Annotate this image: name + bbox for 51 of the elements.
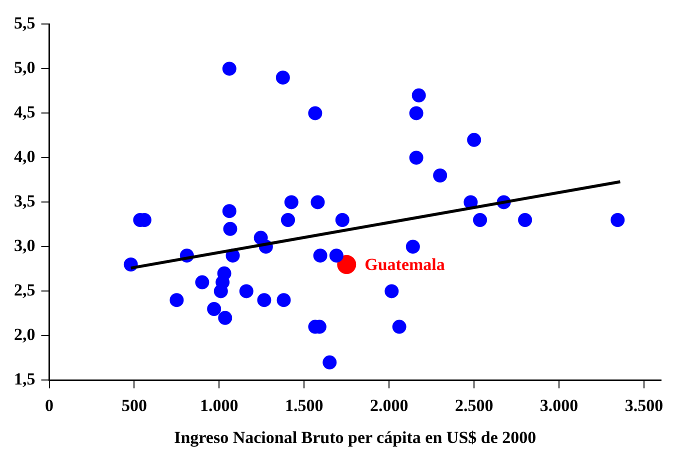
point — [222, 62, 236, 76]
point — [384, 284, 399, 298]
point — [313, 248, 328, 263]
point — [239, 284, 254, 298]
point — [409, 106, 424, 120]
x-tick-label: 3.500 — [624, 396, 664, 415]
point — [310, 195, 325, 210]
point — [329, 248, 344, 263]
point — [337, 255, 356, 274]
point — [222, 204, 236, 218]
point — [322, 355, 337, 370]
point — [281, 213, 296, 227]
y-tick-label: 3,5 — [14, 192, 36, 211]
point — [217, 266, 232, 280]
y-tick-label: 1,5 — [14, 370, 36, 389]
point — [392, 320, 406, 334]
point — [409, 150, 424, 165]
series-label: Guatemala — [364, 254, 446, 274]
point — [276, 70, 290, 85]
x-tick-label: 1.500 — [285, 396, 324, 415]
x-axis-title: Ingreso Nacional Bruto per cápita en US$ de 2000 — [174, 428, 536, 448]
y-tick-label: 3,0 — [14, 236, 36, 256]
point — [170, 293, 184, 308]
y-tick-label: 5,5 — [14, 14, 36, 33]
point — [308, 106, 322, 120]
point — [518, 213, 532, 227]
point — [276, 293, 291, 308]
x-tick-label: 0 — [45, 396, 54, 415]
x-tick-label: 2.000 — [370, 396, 408, 415]
point — [406, 240, 420, 254]
x-tick-label: 1.000 — [200, 396, 238, 415]
point — [284, 195, 298, 210]
y-tick-label: 4,5 — [14, 102, 36, 122]
point — [223, 222, 238, 236]
point — [412, 88, 426, 102]
point — [218, 310, 232, 325]
x-tick-label: 2.500 — [454, 396, 494, 415]
x-tick-label: 500 — [121, 396, 147, 415]
x-tick-label: 3.000 — [540, 396, 578, 415]
point — [610, 213, 625, 227]
point — [335, 213, 350, 227]
y-tick-label: 2,5 — [14, 280, 36, 300]
point — [207, 302, 222, 316]
point — [467, 132, 482, 147]
y-tick-label: 4,0 — [14, 147, 36, 166]
point — [257, 293, 272, 308]
y-tick-label: 5,0 — [14, 58, 36, 78]
y-tick-label: 2,0 — [14, 325, 36, 344]
point — [195, 275, 210, 290]
point — [433, 168, 448, 182]
point — [473, 213, 488, 227]
